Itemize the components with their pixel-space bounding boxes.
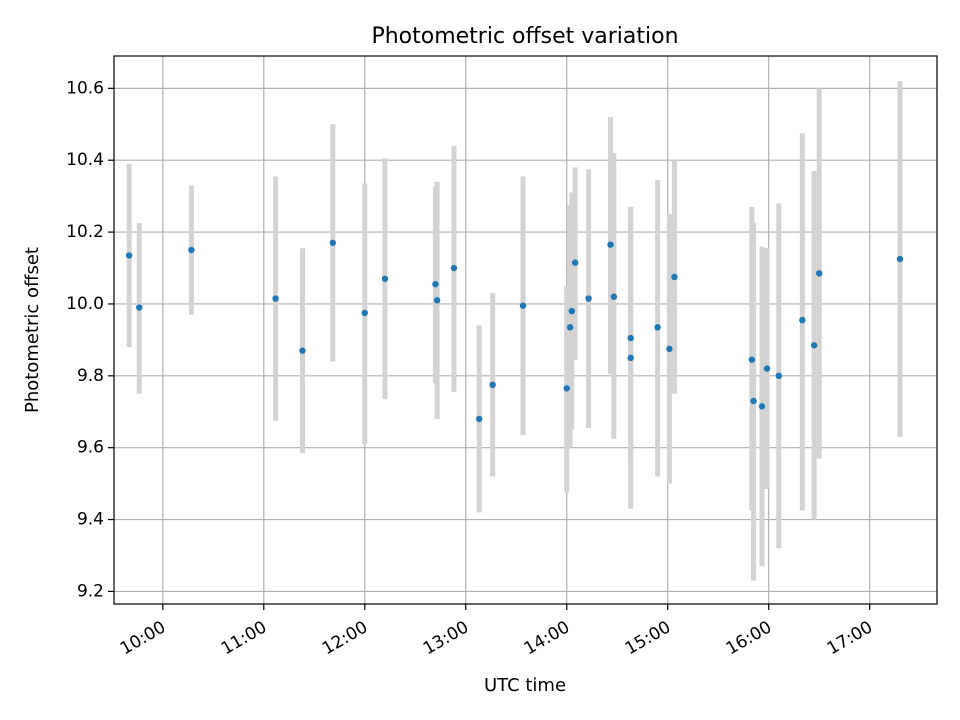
y-tick-label: 10.6 (66, 78, 104, 98)
plot-frame (113, 55, 938, 605)
data-point (125, 252, 133, 259)
y-axis-label: Photometric offset (22, 247, 43, 413)
grid (114, 56, 937, 604)
data-point (571, 259, 579, 266)
data-point (810, 342, 818, 349)
y-tick-label: 10.4 (66, 150, 104, 170)
data-point (671, 273, 678, 281)
data-point (775, 372, 782, 380)
data-point (433, 297, 441, 304)
y-tick-label: 9.2 (77, 581, 104, 601)
data-point (610, 293, 618, 300)
y-tick-label: 10.2 (66, 222, 104, 242)
data-point (815, 270, 823, 277)
data-points (125, 239, 904, 423)
data-point (758, 403, 766, 410)
data-point (607, 241, 614, 248)
data-point (489, 381, 496, 388)
data-point (563, 385, 570, 392)
data-point (750, 397, 757, 405)
data-point (432, 280, 439, 288)
y-tick-label: 9.8 (77, 366, 104, 386)
data-point (329, 239, 336, 247)
y-tick-label: 9.4 (77, 510, 104, 530)
data-point (799, 316, 806, 324)
data-point (361, 309, 368, 317)
data-point (748, 356, 756, 363)
data-point (627, 354, 634, 362)
y-tick-label: 10.0 (66, 294, 104, 314)
data-point (450, 264, 458, 272)
data-point (272, 295, 279, 302)
x-axis-label: UTC time (484, 675, 566, 696)
data-point (568, 307, 575, 315)
data-point (627, 334, 634, 342)
data-point (585, 295, 592, 302)
y-tick-label: 9.6 (77, 438, 104, 458)
data-point (188, 246, 195, 254)
data-point (476, 415, 483, 423)
data-point (763, 365, 771, 372)
data-point (136, 304, 143, 311)
chart-title: Photometric offset variation (371, 24, 678, 49)
data-point (654, 324, 661, 331)
data-point (666, 345, 673, 353)
data-point (519, 302, 527, 309)
data-point (896, 255, 904, 263)
data-point (381, 275, 389, 282)
data-point (299, 347, 306, 354)
data-point (566, 324, 574, 331)
